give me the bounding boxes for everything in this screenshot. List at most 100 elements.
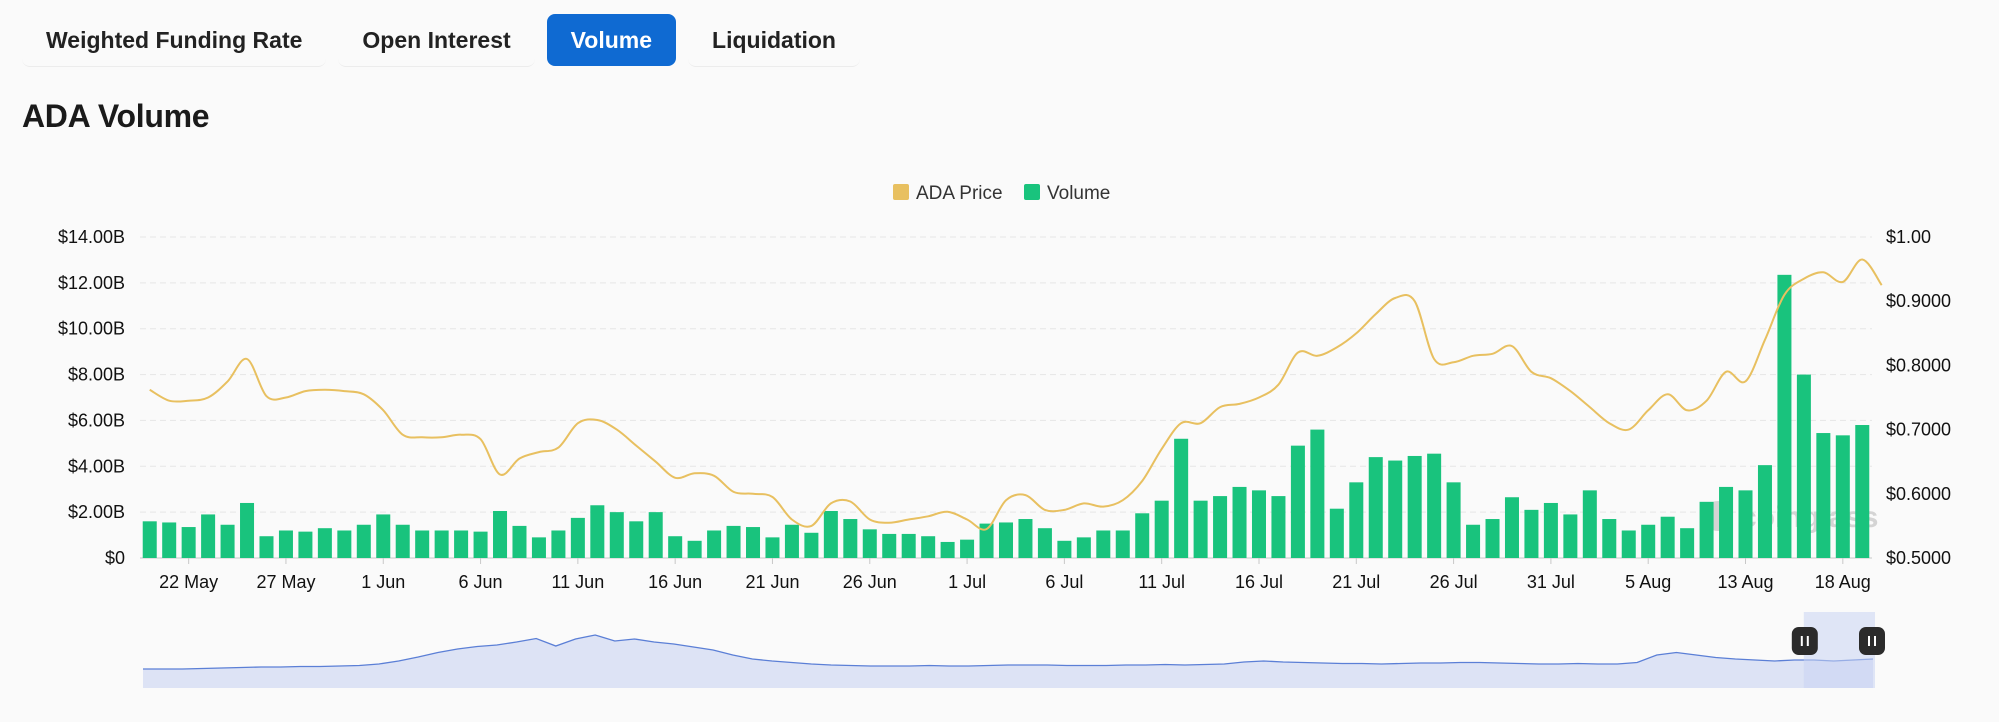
volume-bar[interactable] xyxy=(1096,530,1111,558)
volume-bar[interactable] xyxy=(454,530,469,558)
volume-bar[interactable] xyxy=(1816,433,1831,558)
volume-bar[interactable] xyxy=(1504,497,1519,558)
volume-bar[interactable] xyxy=(765,537,780,558)
volume-bar[interactable] xyxy=(1407,455,1422,558)
navigator-handle-right[interactable] xyxy=(1859,627,1885,655)
volume-bar[interactable] xyxy=(317,528,332,558)
volume-bar[interactable] xyxy=(1018,519,1033,558)
legend-item-price[interactable]: ADA Price xyxy=(893,183,1003,204)
volume-bar[interactable] xyxy=(1446,482,1461,558)
volume-bar[interactable] xyxy=(570,517,585,558)
volume-bar[interactable] xyxy=(784,524,799,558)
volume-bar[interactable] xyxy=(998,522,1014,558)
volume-bar[interactable] xyxy=(707,530,722,558)
legend-label-price: ADA Price xyxy=(916,183,1003,204)
volume-bar[interactable] xyxy=(1329,508,1344,558)
volume-bar[interactable] xyxy=(746,527,761,558)
range-navigator[interactable] xyxy=(143,612,1885,688)
volume-bar[interactable] xyxy=(1543,502,1558,558)
volume-bar[interactable] xyxy=(590,505,605,558)
volume-bar[interactable] xyxy=(687,540,702,558)
volume-bar[interactable] xyxy=(142,521,157,558)
volume-bar[interactable] xyxy=(629,521,644,558)
volume-bar[interactable] xyxy=(648,512,663,558)
volume-bar[interactable] xyxy=(1368,457,1383,558)
volume-bar[interactable] xyxy=(668,536,683,558)
volume-bar[interactable] xyxy=(1485,519,1500,558)
volume-bar[interactable] xyxy=(395,524,410,558)
volume-bar[interactable] xyxy=(1037,528,1052,558)
volume-bar[interactable] xyxy=(201,514,216,558)
volume-bar[interactable] xyxy=(843,519,858,558)
volume-bar[interactable] xyxy=(726,525,741,558)
volume-bar[interactable] xyxy=(1699,501,1714,558)
volume-bar[interactable] xyxy=(1835,435,1850,558)
volume-bar[interactable] xyxy=(278,530,293,558)
volume-bar[interactable] xyxy=(1582,490,1597,558)
volume-bar[interactable] xyxy=(1855,425,1870,558)
volume-bar[interactable] xyxy=(1602,519,1617,558)
volume-bar[interactable] xyxy=(1115,530,1130,558)
volume-bar[interactable] xyxy=(1076,537,1091,558)
volume-bar[interactable] xyxy=(1388,460,1403,558)
volume-bar[interactable] xyxy=(1193,500,1208,558)
tab-open-interest[interactable]: Open Interest xyxy=(338,14,535,67)
volume-bar[interactable] xyxy=(1466,524,1481,558)
volume-bar[interactable] xyxy=(1057,540,1072,558)
legend-item-volume[interactable]: Volume xyxy=(1024,183,1110,204)
volume-bar[interactable] xyxy=(1563,514,1578,558)
tab-weighted-funding-rate[interactable]: Weighted Funding Rate xyxy=(22,14,327,67)
volume-bar[interactable] xyxy=(609,512,624,558)
volume-bar[interactable] xyxy=(551,530,566,558)
volume-bar[interactable] xyxy=(1310,429,1325,558)
volume-bar[interactable] xyxy=(240,502,255,558)
volume-bar[interactable] xyxy=(901,533,916,558)
volume-bar[interactable] xyxy=(531,537,546,558)
volume-bar[interactable] xyxy=(862,529,877,558)
volume-bar[interactable] xyxy=(512,525,527,558)
volume-bar[interactable] xyxy=(882,533,897,558)
volume-bar[interactable] xyxy=(1719,486,1734,558)
volume-bar[interactable] xyxy=(434,530,449,558)
volume-bar[interactable] xyxy=(1251,490,1266,558)
volume-bar[interactable] xyxy=(804,532,819,558)
volume-bar[interactable] xyxy=(921,536,936,558)
volume-bar[interactable] xyxy=(1738,490,1753,558)
volume-bar[interactable] xyxy=(1641,524,1656,558)
tab-liquidation[interactable]: Liquidation xyxy=(688,14,860,67)
volume-bar[interactable] xyxy=(162,522,177,558)
volume-bar[interactable] xyxy=(356,524,371,558)
volume-bar[interactable] xyxy=(337,530,352,558)
volume-bar[interactable] xyxy=(1213,496,1228,558)
navigator-handle-left[interactable] xyxy=(1791,627,1818,655)
volume-bar[interactable] xyxy=(376,514,391,558)
volume-bar[interactable] xyxy=(1680,528,1695,558)
volume-bar[interactable] xyxy=(473,531,488,558)
volume-bar[interactable] xyxy=(298,531,313,558)
volume-bar[interactable] xyxy=(940,541,955,558)
volume-bar[interactable] xyxy=(1796,374,1811,558)
volume-bar[interactable] xyxy=(1349,482,1364,558)
volume-bar[interactable] xyxy=(1290,445,1305,558)
volume-bar[interactable] xyxy=(1660,516,1675,558)
volume-bar[interactable] xyxy=(415,530,430,558)
volume-bar[interactable] xyxy=(823,510,838,558)
volume-bar[interactable] xyxy=(979,523,994,558)
volume-bar[interactable] xyxy=(1271,496,1286,558)
volume-bar[interactable] xyxy=(493,510,508,558)
volume-bar[interactable] xyxy=(1777,274,1792,558)
volume-bar[interactable] xyxy=(1232,486,1247,558)
volume-bar[interactable] xyxy=(220,524,235,558)
volume-bar[interactable] xyxy=(1154,500,1169,558)
volume-bar[interactable] xyxy=(1427,453,1442,558)
volume-bar[interactable] xyxy=(1174,438,1189,558)
x-tick-label: 26 Jul xyxy=(1430,572,1478,592)
volume-bar[interactable] xyxy=(1135,513,1150,558)
tab-volume[interactable]: Volume xyxy=(546,14,677,66)
volume-bar[interactable] xyxy=(1621,530,1636,558)
volume-bar[interactable] xyxy=(259,536,274,558)
volume-bar[interactable] xyxy=(181,527,196,558)
volume-bar[interactable] xyxy=(1757,465,1772,558)
volume-bar[interactable] xyxy=(1524,509,1539,558)
volume-bar[interactable] xyxy=(960,539,975,558)
